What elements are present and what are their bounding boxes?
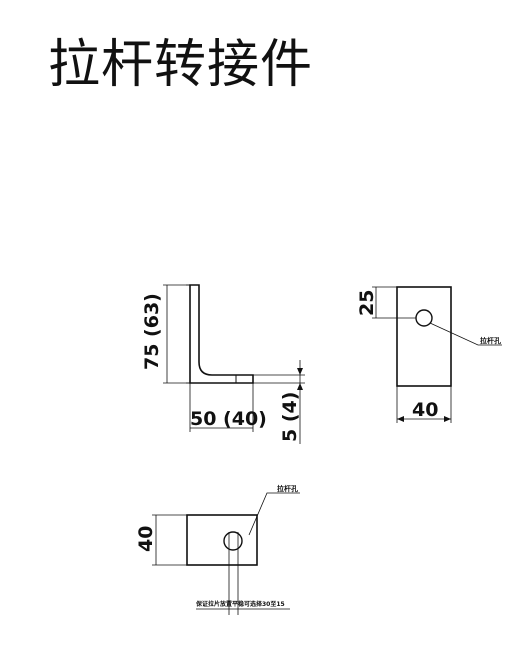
front-width-label: 40 [412,399,438,421]
top-height-label: 40 [135,526,157,552]
top-bottom-note: 保证拉片放置平稳可选择30至15 [195,600,285,608]
top-hole-note: 拉杆孔 [277,484,298,493]
side-view [163,284,305,444]
front-view [372,286,502,423]
top-view [152,492,300,615]
top-hole [223,531,243,551]
front-offset-label: 25 [356,290,378,316]
front-hole [415,309,433,327]
front-hole-note: 拉杆孔 [480,336,501,345]
bracket-profile [189,284,254,384]
top-plate [186,514,258,566]
front-hole-leader [429,322,502,346]
front-plate [396,286,452,387]
top-hole-leader [248,492,300,536]
side-width-label: 50 (40) [190,408,267,430]
page-title: 拉杆转接件 [48,35,314,95]
side-height-label: 75 (63) [141,293,163,370]
side-thickness-label: 5 (4) [279,392,301,442]
